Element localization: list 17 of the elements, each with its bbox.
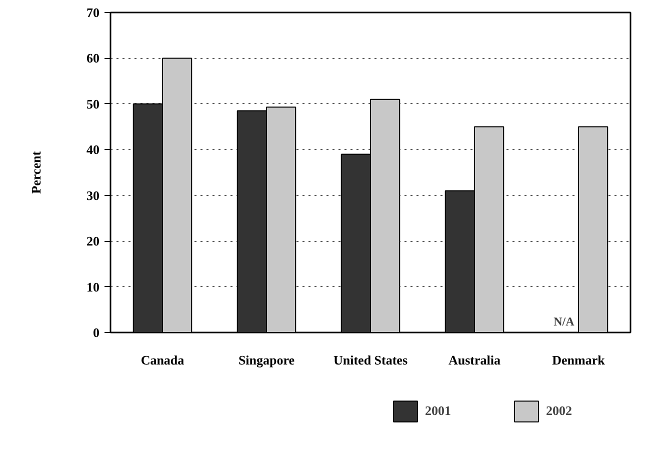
y-tick-label: 10: [86, 279, 100, 294]
y-tick-label: 30: [86, 188, 100, 203]
x-tick-label: United States: [333, 352, 408, 368]
x-tick-label: Singapore: [238, 352, 295, 368]
y-tick-label: 20: [86, 234, 100, 249]
legend-label: 2002: [546, 403, 572, 419]
x-tick-label: Canada: [140, 352, 185, 368]
legend-label: 2001: [425, 403, 451, 419]
annotation: N/A: [554, 314, 575, 328]
y-axis-title: Percent: [28, 150, 44, 194]
y-tick-label: 60: [86, 50, 100, 66]
y-tick-label: 70: [86, 5, 100, 20]
y-tick-label: 50: [86, 96, 100, 112]
y-tick-label: 0: [93, 325, 100, 340]
x-tick-label: Denmark: [552, 352, 606, 368]
y-tick-label: 40: [86, 142, 100, 158]
x-tick-label: Australia: [448, 352, 501, 368]
